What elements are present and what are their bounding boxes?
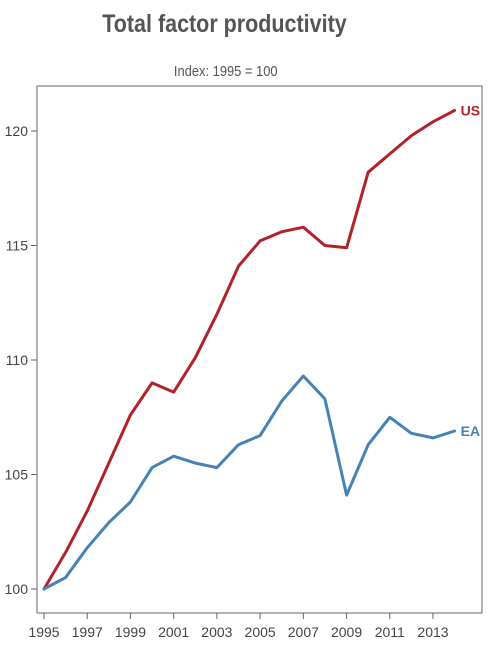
chart-subtitle: Index: 1995 = 100: [173, 63, 278, 80]
x-tick-label-2001: 2001: [158, 624, 189, 640]
y-tick-label-110: 110: [6, 352, 29, 368]
x-tick-label-2011: 2011: [375, 624, 405, 640]
x-tick-label-2009: 2009: [331, 624, 362, 640]
y-tick-label-105: 105: [5, 467, 29, 483]
chart-title: Total factor productivity: [102, 10, 347, 38]
series-line-us: [42, 108, 457, 591]
y-tick-label-120: 120: [5, 123, 29, 139]
x-tick-label-1999: 1999: [115, 624, 146, 640]
y-tick-label-115: 115: [6, 238, 29, 254]
x-tick-label-2005: 2005: [245, 624, 276, 640]
x-tick-label-1995: 1995: [28, 624, 59, 640]
x-tick-label-2013: 2013: [417, 624, 448, 640]
x-tick-label-2007: 2007: [288, 624, 319, 640]
series-label-us: US: [461, 102, 480, 118]
x-tick-label-1997: 1997: [72, 624, 103, 640]
series-label-ea: EA: [461, 423, 480, 439]
y-tick-label-100: 100: [5, 581, 29, 597]
series-line-ea: [42, 374, 457, 591]
plot-frame: [36, 85, 483, 614]
x-tick-label-2003: 2003: [201, 624, 232, 640]
